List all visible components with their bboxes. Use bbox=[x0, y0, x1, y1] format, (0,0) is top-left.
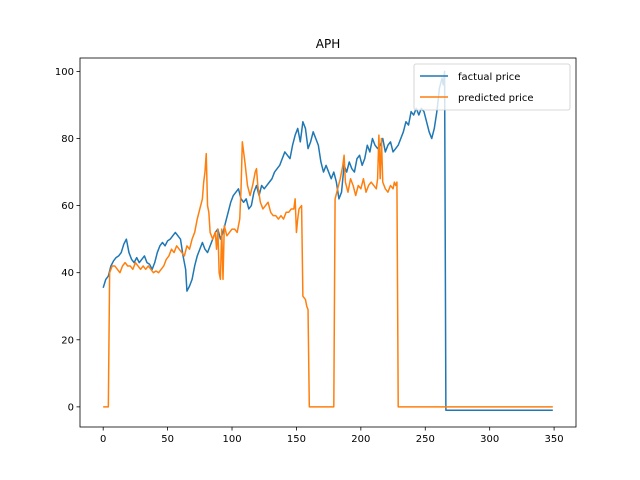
x-tick-label: 300 bbox=[480, 434, 499, 445]
series-line-1 bbox=[102, 70, 553, 411]
x-tick-label: 350 bbox=[545, 434, 564, 445]
chart-title: APH bbox=[316, 37, 340, 51]
legend-label-1: factual price bbox=[458, 72, 520, 83]
x-tick-label: 250 bbox=[416, 434, 435, 445]
y-tick-label: 80 bbox=[61, 134, 74, 145]
legend-label-2: predicted price bbox=[458, 93, 534, 104]
series-line-2 bbox=[103, 134, 553, 408]
x-tick-label: 100 bbox=[222, 434, 241, 445]
y-tick-label: 100 bbox=[55, 67, 74, 78]
y-tick-label: 0 bbox=[68, 402, 74, 413]
axes-frame bbox=[79, 57, 577, 428]
x-tick-label: 200 bbox=[351, 434, 370, 445]
x-tick-label: 0 bbox=[100, 434, 106, 445]
legend-box bbox=[413, 63, 571, 111]
plot-area: 0 50 100 150 200 250 300 350 0 20 40 60 80 100 factual… bbox=[55, 57, 577, 445]
y-tick-label: 20 bbox=[61, 335, 74, 346]
y-tick-label: 40 bbox=[61, 268, 74, 279]
x-tick-label: 50 bbox=[161, 434, 174, 445]
x-tick-label: 150 bbox=[287, 434, 306, 445]
y-tick-label: 60 bbox=[61, 201, 74, 212]
